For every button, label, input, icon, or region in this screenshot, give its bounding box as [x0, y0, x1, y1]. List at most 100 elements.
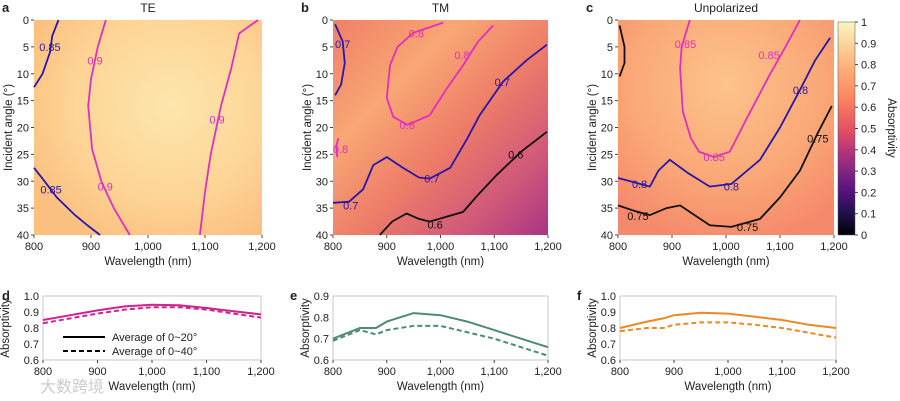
- y-tick-label: 5: [322, 42, 328, 54]
- y-tick-label: 0: [607, 15, 613, 27]
- y-tick-label: 15: [316, 96, 328, 108]
- legend-label: Average of 0~40°: [112, 346, 197, 358]
- y-tick-label: 40: [17, 230, 29, 242]
- contour-line: [618, 25, 626, 77]
- colorbar-tick-label: 0.1: [861, 209, 876, 221]
- contour-label: 0.85: [703, 152, 724, 164]
- series-line-solid: [42, 303, 262, 321]
- x-tick-label: 900: [82, 241, 100, 253]
- line-chart-f: f 0.6 0.7 0.8 0.9 1.0 800 900 1,000 1,100 1,200 Wav…: [577, 288, 850, 393]
- contour-line: [385, 21, 494, 126]
- x-tick-label: 1,100: [766, 241, 794, 253]
- contour-label: 0.85: [758, 50, 779, 62]
- y-tick-label: 40: [601, 230, 613, 242]
- x-tick-label: 800: [324, 366, 342, 378]
- contour-line: [617, 105, 833, 228]
- x-tick-label: 1,200: [247, 366, 275, 378]
- x-tick-label: 1,000: [714, 366, 742, 378]
- x-tick-label: 1,000: [427, 241, 455, 253]
- contour-line: [679, 19, 801, 159]
- y-tick-label: 20: [316, 123, 328, 135]
- x-tick-label: 1,000: [712, 241, 740, 253]
- colorbar-tick-label: 0.8: [861, 60, 876, 72]
- y-tick-label: 0.9: [601, 307, 616, 319]
- y-tick-label: 25: [601, 149, 613, 161]
- y-tick-label: 0.7: [601, 339, 616, 351]
- y-tick-label: 10: [316, 69, 328, 81]
- y-tick-label: 0: [322, 15, 328, 27]
- series-line-dashed: [42, 306, 262, 325]
- watermark: 大数跨境: [40, 377, 104, 396]
- y-tick-label: 0.8: [314, 312, 329, 324]
- y-tick-label: 25: [17, 149, 29, 161]
- panel-letter: f: [577, 288, 582, 303]
- x-tick-label: 1,000: [427, 366, 455, 378]
- x-tick-label: 1,100: [480, 241, 508, 253]
- colorbar-label: Absorptivity: [885, 98, 897, 158]
- y-tick-label: 25: [316, 149, 328, 161]
- y-tick-label: 30: [601, 176, 613, 188]
- colorbar-tick-label: 0.9: [861, 38, 876, 50]
- y-tick-label: 0.9: [24, 307, 39, 319]
- contour-line: [379, 131, 548, 236]
- x-axis-label: Wavelength (nm): [397, 256, 484, 268]
- colorbar-tick-label: 1: [861, 17, 867, 29]
- contour-label: 0.8: [400, 120, 415, 132]
- colorbar-tick-label: 0.7: [861, 81, 876, 93]
- y-tick-label: 1.0: [24, 291, 39, 303]
- series-line-solid: [619, 311, 837, 329]
- contour-label: 0.7: [424, 174, 439, 186]
- y-tick-label: 35: [601, 203, 613, 215]
- x-tick-label: 900: [88, 366, 106, 378]
- y-tick-label: 0.8: [601, 323, 616, 335]
- contour-line: [335, 138, 340, 158]
- contour-label: 0.7: [335, 39, 350, 51]
- panel-letter: d: [2, 288, 10, 303]
- y-tick-label: 5: [23, 42, 29, 54]
- colorbar-tick-label: 0.2: [861, 187, 876, 199]
- x-axis-label: Wavelength (nm): [104, 256, 191, 268]
- y-tick-label: 30: [316, 176, 328, 188]
- y-tick-label: 20: [17, 123, 29, 135]
- x-tick-label: 900: [663, 241, 681, 253]
- contour-label: 0.85: [675, 39, 696, 51]
- contour-line: [87, 19, 131, 236]
- y-tick-label: 0.6: [24, 355, 39, 367]
- y-tick-label: 5: [607, 42, 613, 54]
- y-tick-label: 40: [316, 230, 328, 242]
- y-tick-label: 0.7: [314, 334, 329, 346]
- contour-label: 0.6: [508, 149, 523, 161]
- contour-label: 0.7: [343, 200, 358, 212]
- x-axis-label: Wavelength (nm): [108, 381, 195, 393]
- y-axis-label: Absorptivity: [587, 298, 599, 358]
- contour-label: 0.9: [209, 114, 224, 126]
- x-tick-label: 1,000: [138, 366, 166, 378]
- y-tick-label: 0.6: [314, 355, 329, 367]
- y-axis-label: Absorptivity: [0, 298, 12, 358]
- y-axis-label: Absorptivity: [300, 298, 312, 358]
- contour-line: [617, 37, 831, 188]
- x-tick-label: 1,200: [822, 366, 850, 378]
- x-tick-label: 800: [34, 366, 52, 378]
- x-tick-label: 1,100: [193, 366, 221, 378]
- contour-label: 0.9: [98, 182, 113, 194]
- contour-label: 0.7: [495, 77, 510, 89]
- panel-letter: c: [586, 0, 593, 15]
- x-tick-label: 800: [609, 241, 627, 253]
- panel-title: TM: [432, 1, 449, 15]
- colorbar-tick-label: 0.4: [861, 145, 876, 157]
- colorbar-tick-label: 0.3: [861, 166, 876, 178]
- contour-label: 0.6: [427, 219, 442, 231]
- x-axis-label: Wavelength (nm): [684, 381, 771, 393]
- x-tick-label: 800: [324, 241, 342, 253]
- x-tick-label: 1,200: [534, 241, 562, 253]
- panel-letter: e: [290, 288, 297, 303]
- contour-label: 0.8: [724, 182, 739, 194]
- panel-title: TE: [140, 1, 155, 15]
- contour-line: [33, 167, 101, 236]
- heatmap-panel-a: a TE 0.85 0.9 0.9 0.9 0.85 800 900 1,000 1,100 1,20…: [2, 0, 276, 268]
- contour-label: 0.75: [627, 211, 648, 223]
- x-tick-label: 1,100: [768, 366, 796, 378]
